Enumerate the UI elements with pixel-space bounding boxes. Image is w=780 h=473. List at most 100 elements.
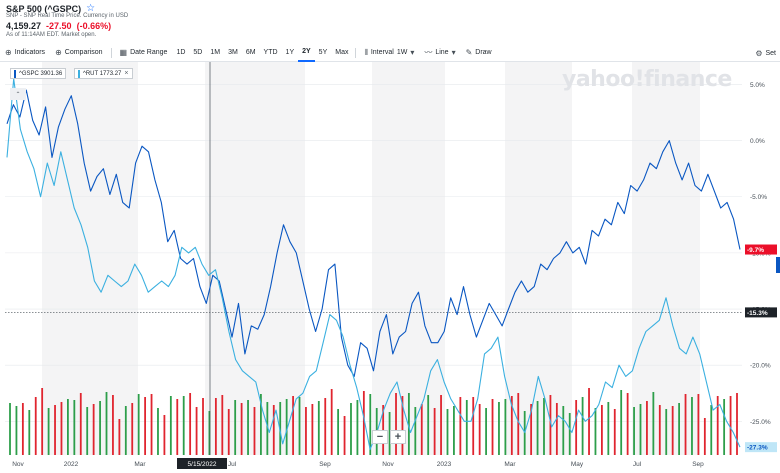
rut-end-label-bg xyxy=(745,442,777,453)
volume-bar xyxy=(652,392,655,455)
legend-label-gspc: ^GSPC 3901.36 xyxy=(19,70,63,77)
range-5y[interactable]: 5Y xyxy=(318,49,328,56)
range-6m[interactable]: 6M xyxy=(245,49,256,56)
chart-area[interactable]: 5.0%0.0%-5.0%-10.0%-15.0%-20.0%-25.0%-15… xyxy=(0,62,780,473)
volume-bar xyxy=(658,405,661,455)
volume-bar xyxy=(478,404,481,455)
zoom-in-button[interactable]: + xyxy=(390,430,406,444)
x-tick-label: May xyxy=(571,461,584,468)
volume-bar xyxy=(317,401,320,455)
line-type-button[interactable]: 〰 Line ▾ xyxy=(419,44,460,62)
interval-value: 1W xyxy=(396,49,408,56)
volume-bar xyxy=(260,394,262,455)
volume-bar xyxy=(240,403,243,455)
volume-bar xyxy=(9,403,11,455)
volume-bar xyxy=(253,407,256,455)
yahoo-finance-watermark: yahoo!finance xyxy=(562,67,732,92)
volume-bar xyxy=(729,396,732,455)
volume-bar xyxy=(671,406,674,455)
range-max[interactable]: Max xyxy=(335,49,349,56)
star-icon[interactable]: ☆ xyxy=(86,3,96,14)
legend-gspc[interactable]: ^GSPC 3901.36 xyxy=(10,68,67,79)
range-3m[interactable]: 3M xyxy=(228,49,238,56)
date-range-label: Date Range xyxy=(130,49,168,56)
gspc-end-label-bg xyxy=(745,244,777,255)
indicators-icon: ⊕ xyxy=(5,48,12,57)
volume-bar xyxy=(369,394,372,455)
range-1m[interactable]: 1M xyxy=(210,49,221,56)
x-tick-label: Sep xyxy=(319,461,331,468)
x-tick-label: Mar xyxy=(504,461,516,468)
quote-price: 4,159.27 xyxy=(6,21,42,31)
draw-button[interactable]: ✎ Draw xyxy=(461,44,497,62)
volume-bar xyxy=(440,395,442,455)
volume-bar xyxy=(105,392,108,455)
volume-bar xyxy=(633,407,635,455)
x-tick-label: 5/15/2022 xyxy=(188,461,217,468)
range-1y[interactable]: 1Y xyxy=(285,49,295,56)
settings-button[interactable]: ⚙ Set xyxy=(755,44,776,62)
interval-button[interactable]: ⫴ Interval 1W ▾ xyxy=(359,44,419,62)
volume-bar xyxy=(581,397,584,455)
comparison-button[interactable]: ⊕ Comparison xyxy=(50,44,107,62)
volume-bar xyxy=(549,395,552,455)
volume-bar xyxy=(208,411,211,455)
volume-bar xyxy=(504,399,507,455)
rut-end-label: -27.3% xyxy=(747,445,768,452)
volume-bar xyxy=(517,393,520,455)
legend-swatch-rut xyxy=(78,69,80,78)
date-range-button[interactable]: ▦ Date Range xyxy=(115,44,173,62)
volume-bar xyxy=(465,400,468,455)
volume-bar xyxy=(227,409,230,455)
range-1d[interactable]: 1D xyxy=(176,49,186,56)
volume-bar xyxy=(144,397,147,455)
volume-bar xyxy=(543,398,545,455)
legend-collapse-button[interactable]: ⌃ xyxy=(10,88,26,100)
volume-bar xyxy=(285,399,288,455)
quote-subtitle: SNP - SNP Real Time Price. Currency in U… xyxy=(6,13,129,19)
range-2y[interactable]: 2Y xyxy=(298,44,315,62)
volume-bar xyxy=(124,406,127,455)
volume-bar xyxy=(427,395,430,455)
volume-bar xyxy=(716,396,719,455)
x-tick-label: Sep xyxy=(692,461,704,468)
volume-bar xyxy=(79,393,82,455)
y-tick-label: 5.0% xyxy=(750,82,765,89)
x-tick-label: Mar xyxy=(134,461,146,468)
quote-change-pct: (-0.66%) xyxy=(76,21,112,31)
volume-bar xyxy=(272,405,275,455)
volume-bar xyxy=(189,393,192,455)
period-band xyxy=(505,62,572,455)
volume-bar xyxy=(575,400,578,455)
volume-bar xyxy=(678,403,680,455)
volume-bar xyxy=(337,409,340,455)
indicators-button[interactable]: ⊕ Indicators xyxy=(0,44,50,62)
reference-label-bg xyxy=(745,307,777,318)
range-5d[interactable]: 5D xyxy=(193,49,203,56)
volume-bar xyxy=(221,395,224,455)
close-icon[interactable]: × xyxy=(124,70,129,77)
volume-bar xyxy=(131,403,134,455)
volume-bar xyxy=(607,402,610,455)
volume-bar xyxy=(157,408,159,455)
volume-bar xyxy=(626,393,629,455)
range-ytd[interactable]: YTD xyxy=(263,49,278,56)
price-chart-svg[interactable]: 5.0%0.0%-5.0%-10.0%-15.0%-20.0%-25.0%-15… xyxy=(0,62,780,473)
x-tick-label: Jul xyxy=(633,461,642,468)
volume-bar xyxy=(92,404,95,455)
right-scroll-handle[interactable] xyxy=(776,257,780,273)
zoom-out-button[interactable]: − xyxy=(372,430,388,444)
volume-bar xyxy=(723,399,726,455)
toolbar-divider xyxy=(355,47,357,58)
volume-bar xyxy=(350,403,352,455)
volume-bar xyxy=(446,409,449,455)
volume-bar xyxy=(555,403,558,455)
legend-rut[interactable]: ^RUT 1773.27 × xyxy=(74,68,133,79)
volume-bar xyxy=(472,397,475,455)
volume-bar xyxy=(600,405,603,455)
volume-bar xyxy=(362,391,365,455)
range-selector: 1D 5D 1M 3M 6M YTD 1Y 2Y 5Y Max xyxy=(172,44,352,62)
volume-bar xyxy=(137,394,140,455)
volume-bar xyxy=(169,396,172,455)
volume-bar xyxy=(498,402,500,455)
